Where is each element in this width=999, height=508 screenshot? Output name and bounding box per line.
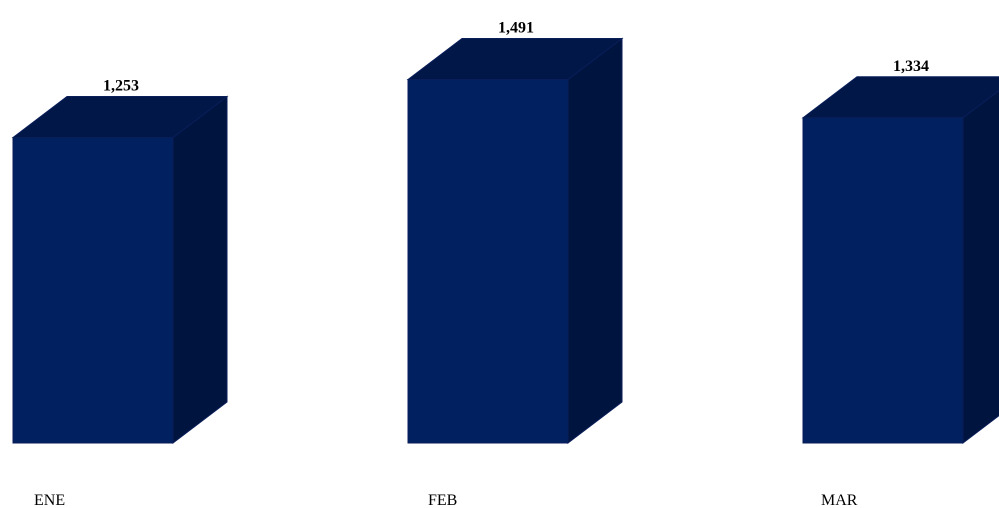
category-label-ene: ENE [34, 492, 65, 508]
value-label-mar: 1,334 [893, 58, 929, 75]
category-label-mar: MAR [821, 492, 858, 508]
bar-front-ene [12, 137, 174, 444]
bar-side-ene [172, 95, 228, 445]
category-label-feb: FEB [428, 492, 457, 508]
bar-front-feb [407, 78, 569, 444]
bar-front-mar [802, 117, 964, 444]
value-label-feb: 1,491 [498, 19, 534, 36]
category-labels-group: ENE FEB MAR [34, 492, 858, 508]
bar-feb [406, 37, 624, 445]
bar-ene [11, 95, 229, 445]
bar-side-mar [962, 89, 999, 445]
bar-top-mar [801, 76, 999, 119]
value-labels-group: 1,253 1,491 1,334 [103, 19, 929, 94]
bar-side-feb [567, 37, 623, 445]
value-label-ene: 1,253 [103, 78, 139, 95]
bar-mar [801, 76, 999, 445]
bars-group [11, 37, 999, 445]
